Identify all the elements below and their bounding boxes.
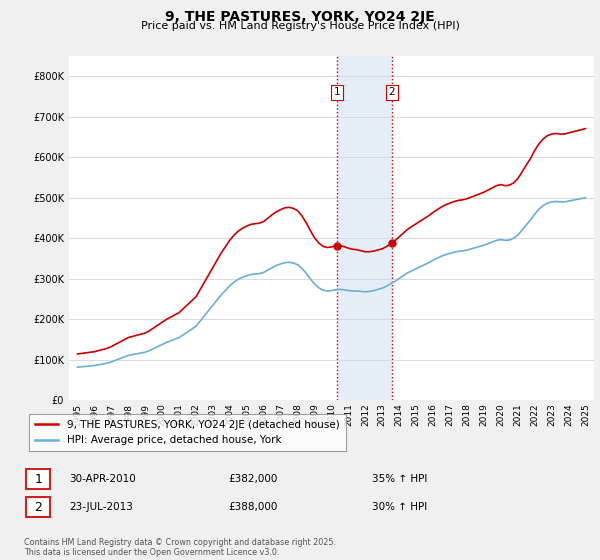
Text: 2: 2 xyxy=(34,501,43,514)
FancyBboxPatch shape xyxy=(26,497,50,517)
Text: Contains HM Land Registry data © Crown copyright and database right 2025.
This d: Contains HM Land Registry data © Crown c… xyxy=(24,538,336,557)
Text: 30% ↑ HPI: 30% ↑ HPI xyxy=(372,502,427,512)
Text: 1: 1 xyxy=(334,87,340,97)
FancyBboxPatch shape xyxy=(26,469,50,489)
Legend: 9, THE PASTURES, YORK, YO24 2JE (detached house), HPI: Average price, detached h: 9, THE PASTURES, YORK, YO24 2JE (detache… xyxy=(29,414,346,451)
Text: Price paid vs. HM Land Registry's House Price Index (HPI): Price paid vs. HM Land Registry's House … xyxy=(140,21,460,31)
Text: £382,000: £382,000 xyxy=(228,474,277,484)
Bar xyxy=(337,56,392,400)
Text: 9, THE PASTURES, YORK, YO24 2JE: 9, THE PASTURES, YORK, YO24 2JE xyxy=(165,10,435,24)
Text: 23-JUL-2013: 23-JUL-2013 xyxy=(69,502,133,512)
Text: 35% ↑ HPI: 35% ↑ HPI xyxy=(372,474,427,484)
Text: 1: 1 xyxy=(34,473,43,486)
Text: 30-APR-2010: 30-APR-2010 xyxy=(69,474,136,484)
Text: 2: 2 xyxy=(388,87,395,97)
Text: £388,000: £388,000 xyxy=(228,502,277,512)
